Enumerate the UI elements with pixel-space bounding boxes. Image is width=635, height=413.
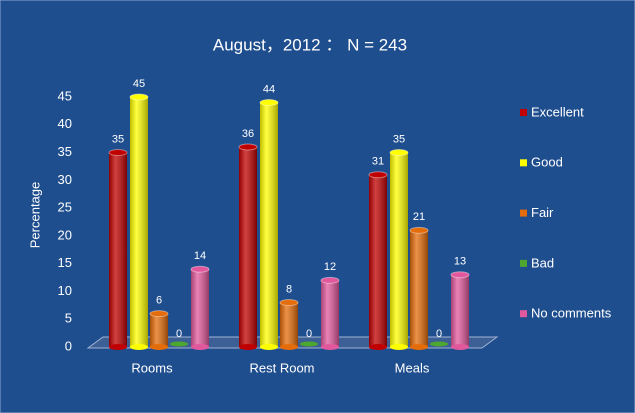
bar-top [320,276,340,284]
bar-bottom [191,344,209,350]
y-tick-label: 30 [58,172,72,187]
y-tick-label: 10 [58,283,72,298]
y-tick-label: 20 [58,227,72,242]
legend-swatch [520,109,527,116]
bar-top [450,271,470,279]
bar-bottom [280,344,298,350]
x-tick-label: Rest Room [249,360,314,375]
bar-top [149,310,169,318]
data-label: 6 [156,295,162,307]
legend-swatch [520,159,527,167]
bar-shade [260,102,278,347]
bar-bottom [260,344,278,350]
data-label: 12 [324,261,336,273]
legend-swatch [520,259,527,267]
chart-title: August，2012 ： N = 243 [213,35,407,54]
y-tick-label: 0 [65,338,72,353]
bar-shade [191,269,209,347]
legend-swatch [520,209,527,217]
data-label: 35 [112,133,124,145]
legend-label: Good [531,155,563,170]
y-tick-label: 5 [65,311,72,326]
bar-bottom [390,344,408,350]
bar-bottom [451,344,469,350]
y-tick-label: 15 [58,255,72,270]
bar-bottom [109,344,127,350]
bar-shade [321,280,339,347]
y-axis-label: Percentage [27,182,42,249]
bar-shade [239,147,257,347]
legend-label: No comments [531,306,612,321]
bar-bottom [239,344,257,350]
bar [300,341,318,347]
bar-top [409,226,429,234]
x-tick-label: Meals [395,360,430,375]
bar-top [389,149,409,157]
bar-shade [390,152,408,347]
bar [170,341,188,347]
bar-top [108,149,128,157]
data-label: 0 [306,328,312,340]
bar-bottom [150,344,168,350]
bar-shade [150,313,168,347]
bar-top [368,171,388,179]
legend-swatch [520,310,527,318]
data-label: 31 [372,156,384,168]
bar-top [279,299,299,307]
bar-shade [130,97,148,347]
y-tick-label: 25 [58,200,72,215]
data-label: 13 [454,256,466,268]
bar-bottom [410,344,428,350]
data-label: 0 [436,328,442,340]
bar-bottom [130,344,148,350]
bar-top [238,143,258,151]
legend-label: Fair [531,205,554,220]
bar-bottom [321,344,339,350]
data-label: 0 [176,328,182,340]
bar-top [259,99,279,107]
bar-shade [451,274,469,347]
data-label: 21 [413,211,425,223]
data-label: 8 [286,283,292,295]
x-tick-label: Rooms [131,360,173,375]
bar-shade [109,152,127,347]
data-label: 45 [133,78,145,90]
y-tick-label: 45 [58,88,72,103]
data-label: 44 [263,83,275,95]
data-label: 36 [242,128,254,140]
bar-top [129,93,149,101]
bar [430,341,448,347]
bar-bottom [369,344,387,350]
bar-shade [280,302,298,347]
data-label: 14 [194,250,206,262]
bar-shade [410,230,428,347]
y-tick-label: 40 [58,116,72,131]
legend-label: Excellent [531,104,584,119]
bar-shade [369,174,387,347]
bar-top [190,265,210,273]
legend-label: Bad [531,255,554,270]
y-tick-label: 35 [58,144,72,159]
data-label: 35 [393,133,405,145]
